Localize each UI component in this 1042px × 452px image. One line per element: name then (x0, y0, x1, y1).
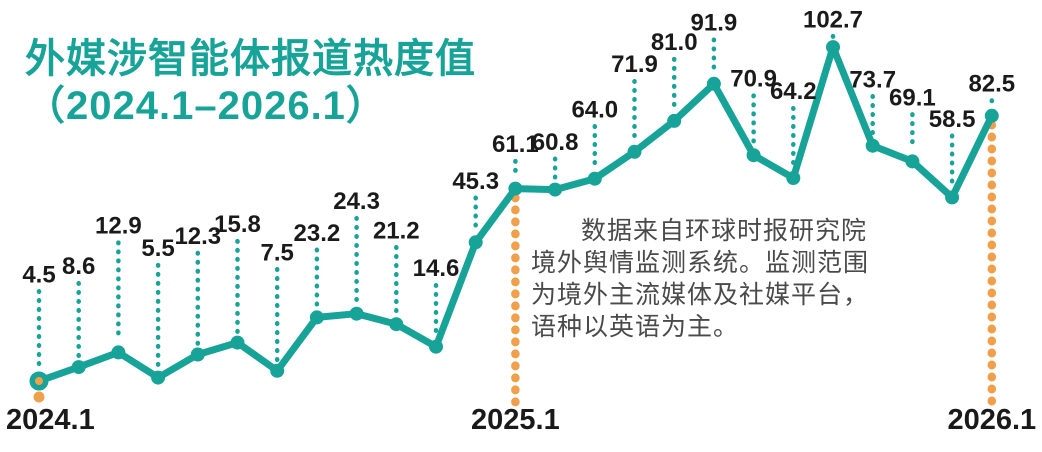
svg-text:23.2: 23.2 (294, 220, 341, 247)
svg-text:60.8: 60.8 (532, 129, 579, 156)
svg-text:2025.1: 2025.1 (471, 404, 560, 436)
svg-text:24.3: 24.3 (333, 188, 380, 215)
svg-text:12.9: 12.9 (95, 213, 142, 240)
svg-text:64.2: 64.2 (770, 78, 817, 105)
svg-text:8.6: 8.6 (62, 253, 95, 280)
svg-text:102.7: 102.7 (803, 7, 863, 34)
svg-text:45.3: 45.3 (452, 168, 499, 195)
svg-text:5.5: 5.5 (141, 235, 174, 262)
svg-text:91.9: 91.9 (691, 10, 738, 37)
svg-text:7.5: 7.5 (261, 239, 294, 266)
svg-text:14.6: 14.6 (413, 255, 460, 282)
svg-text:82.5: 82.5 (968, 71, 1015, 98)
svg-text:21.2: 21.2 (373, 217, 420, 244)
svg-text:2026.1: 2026.1 (947, 404, 1036, 436)
svg-text:4.5: 4.5 (22, 261, 55, 288)
svg-text:64.0: 64.0 (571, 96, 618, 123)
svg-text:2024.1: 2024.1 (6, 404, 95, 436)
svg-text:15.8: 15.8 (214, 211, 261, 238)
svg-text:58.5: 58.5 (929, 106, 976, 133)
